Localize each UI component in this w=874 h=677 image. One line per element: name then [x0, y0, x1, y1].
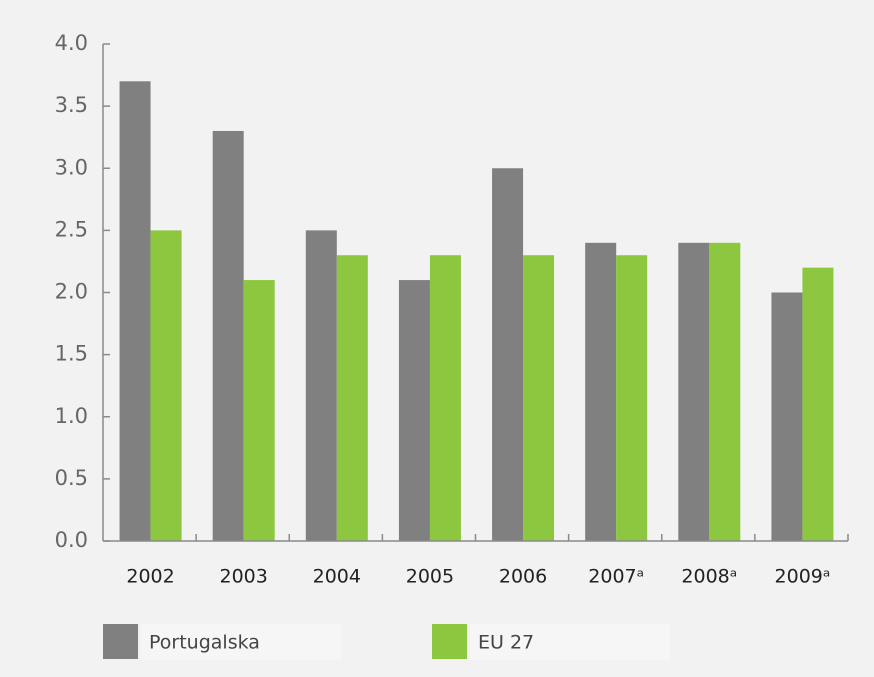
- legend-label: Portugalska: [149, 632, 260, 654]
- bar: [429, 255, 461, 541]
- x-tick-label: 2004: [313, 566, 361, 588]
- y-tick-label: 3.5: [55, 93, 88, 117]
- legend-label: EU 27: [478, 632, 534, 654]
- x-tick-label: 2005: [406, 566, 454, 588]
- bar: [523, 255, 555, 541]
- legend-swatch: [432, 624, 467, 659]
- y-tick-label: 1.5: [55, 342, 88, 366]
- bar: [709, 242, 741, 542]
- y-tick-label: 1.0: [55, 404, 88, 428]
- bar: [336, 255, 368, 541]
- bar: [771, 292, 803, 541]
- bar: [150, 230, 182, 541]
- legend-bg: [141, 624, 341, 660]
- y-tick-label: 4.0: [55, 31, 88, 55]
- x-tick-label: 2006: [499, 566, 547, 588]
- y-tick-label: 2.5: [55, 217, 88, 241]
- y-tick-label: 0.0: [55, 528, 88, 552]
- bar: [802, 267, 834, 541]
- y-tick-label: 2.0: [55, 280, 88, 304]
- bar: [243, 280, 275, 541]
- legend-bg: [470, 624, 670, 660]
- bar: [492, 168, 524, 541]
- bar: [678, 242, 710, 542]
- y-tick-label: 3.0: [55, 155, 88, 179]
- bar: [398, 280, 430, 541]
- bar: [585, 242, 617, 542]
- x-tick-label: 2002: [126, 566, 174, 588]
- x-tick-label: 2008ᵃ: [681, 566, 737, 588]
- bar: [305, 230, 337, 541]
- legend-swatch: [103, 624, 138, 659]
- y-tick-label: 0.5: [55, 466, 88, 490]
- bar: [616, 255, 648, 541]
- x-tick-label: 2009ᵃ: [775, 566, 831, 588]
- x-tick-label: 2003: [220, 566, 268, 588]
- bar: [212, 130, 244, 541]
- bar: [119, 81, 151, 542]
- x-tick-label: 2007ᵃ: [588, 566, 644, 588]
